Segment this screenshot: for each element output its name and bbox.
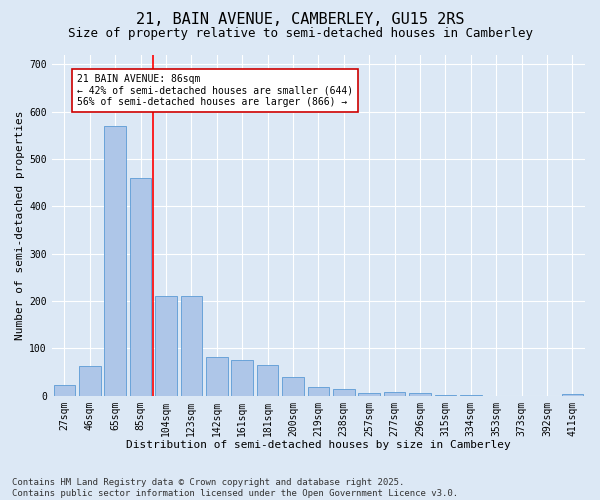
Text: Contains HM Land Registry data © Crown copyright and database right 2025.
Contai: Contains HM Land Registry data © Crown c… [12,478,458,498]
Bar [130,178,151,396]
Bar [434,395,456,396]
Text: Size of property relative to semi-detached houses in Camberley: Size of property relative to semi-detach… [67,28,533,40]
Bar [181,296,202,396]
Text: 21, BAIN AVENUE, CAMBERLEY, GU15 2RS: 21, BAIN AVENUE, CAMBERLEY, GU15 2RS [136,12,464,28]
Bar [206,357,227,396]
Text: 21 BAIN AVENUE: 86sqm
← 42% of semi-detached houses are smaller (644)
56% of sem: 21 BAIN AVENUE: 86sqm ← 42% of semi-deta… [77,74,353,107]
Bar [155,296,177,396]
Bar [384,392,406,396]
Bar [257,365,278,396]
Bar [333,388,355,396]
Bar [409,394,431,396]
Bar [53,386,75,396]
Bar [282,377,304,396]
Bar [308,387,329,396]
Bar [358,394,380,396]
Bar [460,395,482,396]
Bar [79,366,101,396]
Bar [562,394,583,396]
Bar [232,360,253,396]
Bar [104,126,126,396]
X-axis label: Distribution of semi-detached houses by size in Camberley: Distribution of semi-detached houses by … [126,440,511,450]
Y-axis label: Number of semi-detached properties: Number of semi-detached properties [15,110,25,340]
